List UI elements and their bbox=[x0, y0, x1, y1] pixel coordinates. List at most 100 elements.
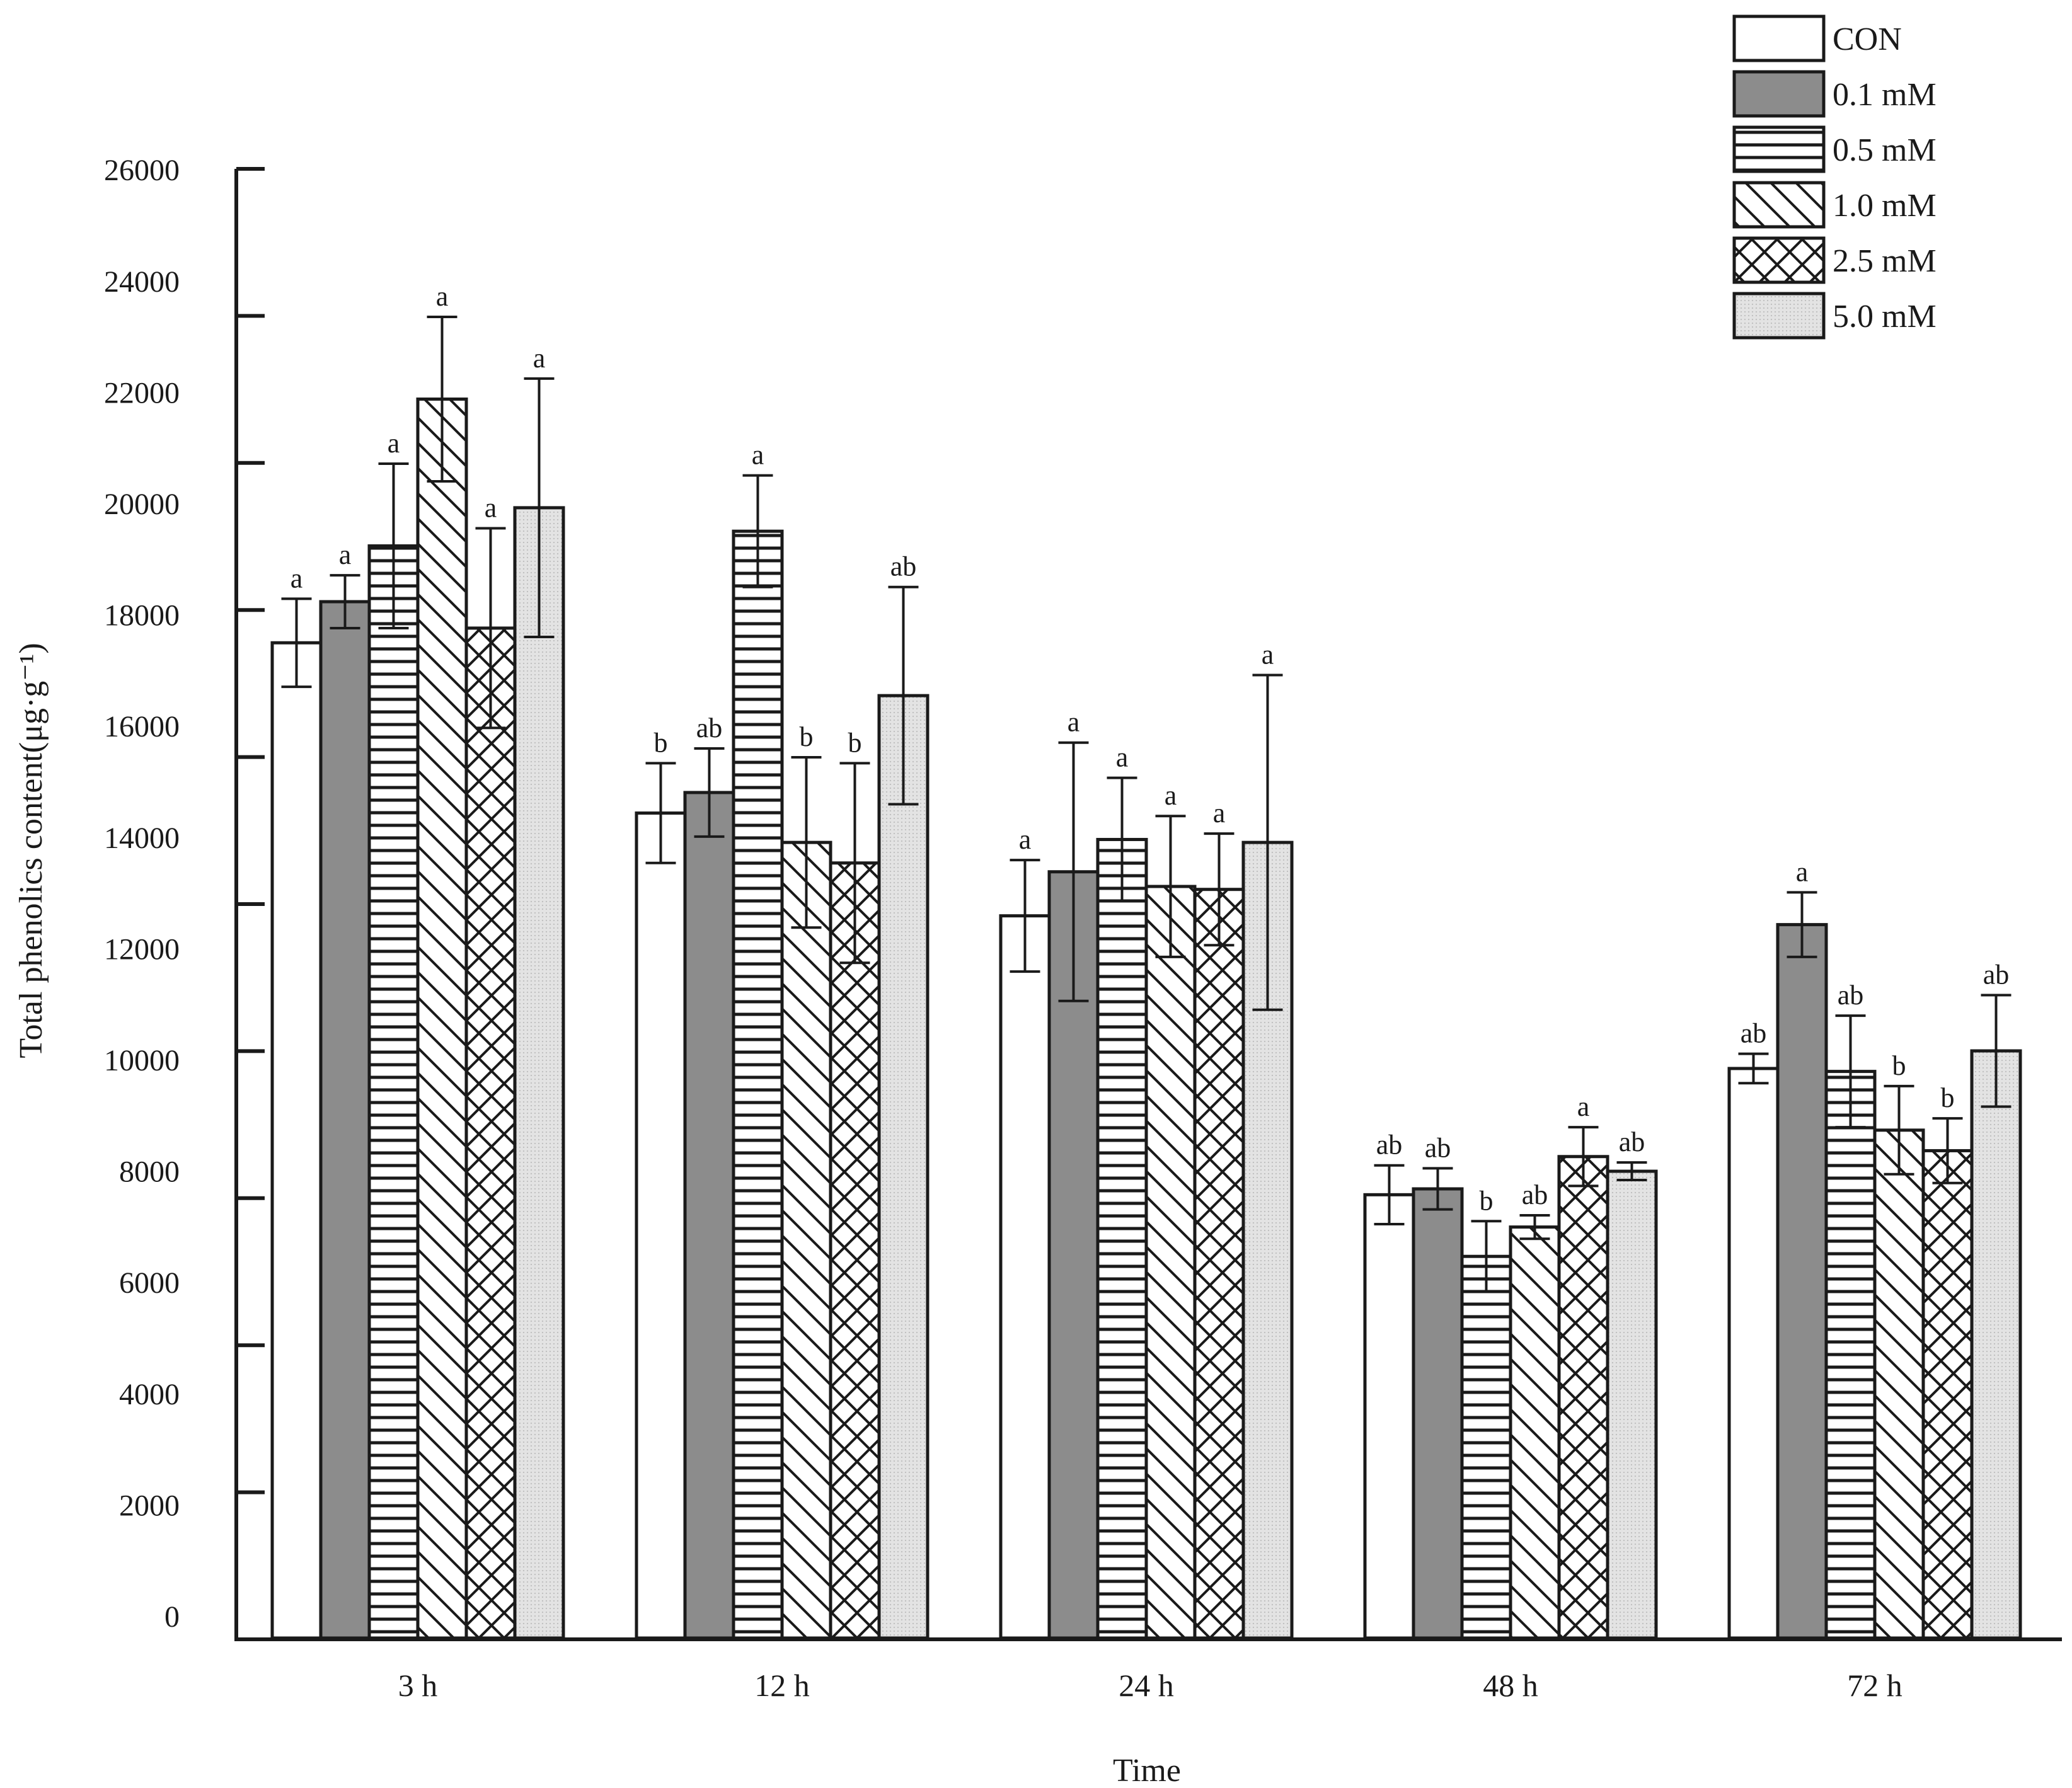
significance-letter: ab bbox=[1838, 980, 1864, 1011]
bar bbox=[1776, 923, 1828, 1640]
bar bbox=[1460, 1254, 1512, 1640]
error-bar bbox=[1471, 1220, 1502, 1293]
error-bar bbox=[1107, 776, 1137, 903]
legend-item: 2.5 mM bbox=[1732, 236, 1937, 284]
error-bar bbox=[1738, 1052, 1769, 1085]
y-tick-label: 20000 bbox=[104, 488, 180, 521]
error-bar bbox=[1058, 741, 1089, 1002]
significance-letter: a bbox=[291, 563, 303, 593]
y-tick-label: 24000 bbox=[104, 265, 180, 299]
bar bbox=[1824, 1070, 1877, 1640]
x-category-label: 24 h bbox=[1119, 1668, 1174, 1703]
y-tick-label: 6000 bbox=[119, 1266, 180, 1300]
y-axis-title: Total phenolics content(μg·g⁻¹) bbox=[13, 643, 49, 1058]
x-category-label: 3 h bbox=[398, 1668, 438, 1703]
error-bar bbox=[524, 377, 555, 638]
legend-item: 0.5 mM bbox=[1732, 125, 1937, 173]
bar bbox=[1193, 888, 1245, 1640]
legend-item: 1.0 mM bbox=[1732, 181, 1937, 229]
error-bar bbox=[888, 585, 919, 806]
significance-letter: a bbox=[752, 440, 764, 471]
significance-letter: b bbox=[1892, 1050, 1906, 1081]
error-bar bbox=[330, 574, 360, 629]
error-bar bbox=[1932, 1117, 1963, 1184]
significance-letter: ab bbox=[1741, 1018, 1767, 1049]
bar bbox=[319, 600, 371, 1640]
legend-item: CON bbox=[1732, 14, 1902, 62]
error-bar bbox=[1884, 1084, 1914, 1176]
error-bar bbox=[1155, 815, 1186, 958]
legend-swatch bbox=[1732, 125, 1826, 173]
bar bbox=[1096, 837, 1148, 1640]
bar bbox=[513, 506, 565, 1640]
error-bar bbox=[791, 756, 822, 929]
bar bbox=[1727, 1067, 1780, 1640]
error-bar bbox=[742, 474, 773, 588]
bar bbox=[1509, 1225, 1561, 1640]
y-tick-label: 0 bbox=[164, 1600, 180, 1634]
bar bbox=[683, 791, 735, 1640]
bar bbox=[829, 861, 881, 1640]
error-bar bbox=[378, 462, 409, 629]
legend-label: 0.1 mM bbox=[1833, 77, 1937, 113]
error-bar bbox=[694, 747, 725, 838]
bar bbox=[464, 626, 517, 1640]
bars bbox=[270, 397, 2022, 1640]
significance-letter: a bbox=[1165, 780, 1177, 811]
y-tick-label: 4000 bbox=[119, 1378, 180, 1411]
significance-letter: a bbox=[1796, 856, 1809, 887]
significance-letter: a bbox=[485, 493, 497, 524]
significance-letter: a bbox=[533, 343, 546, 374]
legend-label: 5.0 mM bbox=[1833, 299, 1937, 335]
significance-letter: ab bbox=[1425, 1132, 1451, 1163]
bar bbox=[1606, 1169, 1658, 1640]
bar bbox=[877, 694, 930, 1640]
legend-label: CON bbox=[1833, 21, 1902, 57]
significance-letter: a bbox=[1068, 707, 1080, 738]
error-bar bbox=[1252, 673, 1283, 1011]
bar bbox=[1412, 1187, 1464, 1640]
significance-letter: ab bbox=[1983, 959, 2010, 990]
bar bbox=[270, 641, 323, 1640]
significance-letter: b bbox=[848, 727, 862, 758]
bar bbox=[1144, 885, 1197, 1640]
error-bar bbox=[1568, 1126, 1599, 1188]
error-bar bbox=[645, 762, 676, 864]
x-axis-category-labels: 3 h 12 h 24 h 48 h 72 h bbox=[398, 1668, 1902, 1703]
legend-swatch bbox=[1732, 181, 1826, 229]
bar bbox=[635, 811, 687, 1640]
error-bar bbox=[1787, 891, 1817, 958]
error-bar bbox=[427, 316, 458, 483]
error-bar bbox=[1010, 859, 1040, 973]
bar bbox=[1873, 1128, 1925, 1640]
significance-letter: ab bbox=[1522, 1179, 1548, 1210]
y-tick-label: 26000 bbox=[104, 154, 180, 187]
error-bar bbox=[1422, 1167, 1453, 1211]
bar bbox=[732, 529, 784, 1640]
significance-letter: ab bbox=[890, 551, 917, 582]
error-bar bbox=[1616, 1161, 1647, 1182]
significance-letter: b bbox=[1480, 1185, 1494, 1216]
bar bbox=[1557, 1155, 1609, 1640]
legend-swatch bbox=[1732, 70, 1826, 118]
significance-letter: ab bbox=[1619, 1126, 1645, 1157]
error-bar bbox=[281, 597, 312, 689]
y-axis-tick-labels: 0 2000 4000 6000 8000 10000 12000 14000 16000 180… bbox=[104, 154, 180, 1634]
legend-swatch bbox=[1732, 236, 1826, 284]
error-bar bbox=[1835, 1014, 1866, 1129]
significance-letter: a bbox=[1262, 639, 1274, 670]
significance-letter: b bbox=[1941, 1082, 1955, 1113]
error-bars bbox=[281, 316, 2012, 1293]
error-bar bbox=[1374, 1164, 1405, 1225]
legend-label: 2.5 mM bbox=[1833, 243, 1937, 279]
significance-letter: b bbox=[654, 727, 668, 758]
bar bbox=[999, 914, 1051, 1640]
significance-letter: a bbox=[436, 281, 449, 312]
y-tick-label: 18000 bbox=[104, 599, 180, 633]
significance-letter: ab bbox=[696, 713, 723, 743]
y-tick-label: 10000 bbox=[104, 1044, 180, 1077]
y-tick-label: 16000 bbox=[104, 710, 180, 743]
y-tick-label: 2000 bbox=[119, 1489, 180, 1522]
